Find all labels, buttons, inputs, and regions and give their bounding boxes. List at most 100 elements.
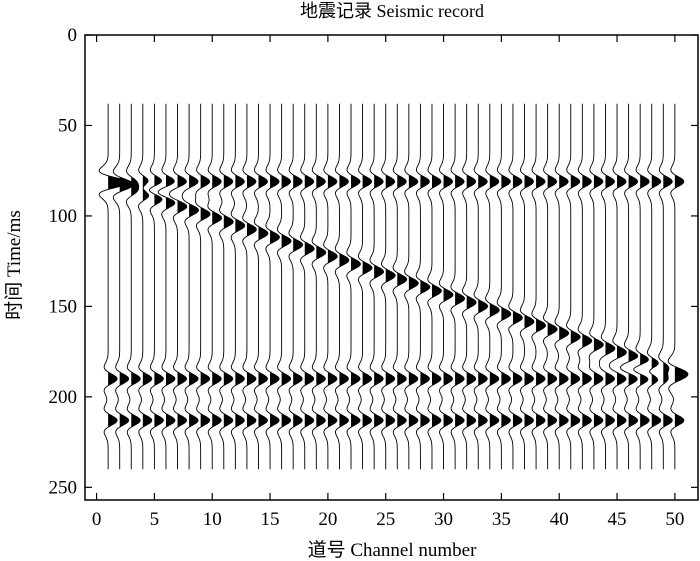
- trace-line: [334, 103, 350, 470]
- trace-line: [473, 103, 489, 470]
- trace-line: [168, 103, 188, 470]
- trace-line: [519, 103, 535, 470]
- trace-fill: [512, 103, 523, 470]
- trace-fill: [165, 103, 175, 470]
- chart-title: 地震记录 Seismic record: [300, 1, 484, 21]
- trace-fill: [443, 103, 453, 470]
- trace-line: [242, 103, 257, 470]
- trace-line: [542, 103, 558, 470]
- trace-fill: [397, 103, 407, 470]
- trace-fill: [212, 103, 222, 470]
- x-tick-label: 5: [150, 509, 160, 530]
- trace-line: [98, 103, 129, 470]
- trace-fill: [455, 103, 465, 470]
- trace-fill: [663, 103, 673, 470]
- trace-fill: [177, 103, 187, 470]
- trace-fill: [524, 103, 534, 470]
- trace-line: [667, 103, 689, 470]
- trace-fill: [408, 103, 419, 470]
- trace-fill: [108, 103, 129, 470]
- trace-line: [392, 103, 408, 470]
- trace-line: [531, 103, 546, 470]
- y-tick-label: 0: [68, 25, 78, 46]
- trace-fill: [466, 103, 477, 470]
- trace-line: [125, 103, 141, 470]
- trace-fill: [154, 103, 164, 470]
- trace-fill: [570, 103, 581, 470]
- trace-fill: [339, 103, 349, 470]
- trace-fill: [536, 103, 546, 470]
- trace-line: [462, 103, 477, 470]
- trace-fill: [351, 103, 361, 470]
- trace-line: [598, 103, 616, 470]
- trace-line: [485, 103, 500, 470]
- trace-fill: [223, 103, 234, 470]
- trace-line: [438, 103, 454, 470]
- trace-fill: [431, 103, 442, 470]
- trace-line: [207, 103, 223, 470]
- trace-fill: [385, 103, 396, 470]
- x-tick-label: 45: [608, 509, 627, 530]
- trace-fill: [258, 103, 268, 470]
- y-axis-label: 时间 Time/ms: [3, 210, 25, 320]
- x-axis: 0 5 10 15 20 25 30 35 40 45 50: [92, 35, 684, 530]
- trace-line: [195, 103, 211, 470]
- trace-fill: [362, 103, 372, 470]
- trace-line: [450, 103, 465, 470]
- trace-fill: [628, 103, 638, 470]
- x-tick-label: 0: [92, 509, 102, 530]
- trace-fill: [489, 103, 500, 470]
- trace-fill: [547, 103, 558, 470]
- x-tick-label: 50: [665, 509, 684, 530]
- trace-line: [633, 103, 650, 470]
- trace-line: [357, 103, 373, 470]
- trace-line: [427, 103, 442, 470]
- trace-line: [288, 103, 304, 470]
- trace-fill: [478, 103, 488, 470]
- trace-line: [311, 103, 327, 470]
- y-tick-label: 100: [49, 206, 78, 227]
- trace-fill: [316, 103, 326, 470]
- trace-line: [588, 103, 604, 470]
- trace-fill: [593, 103, 604, 470]
- trace-line: [346, 103, 361, 470]
- trace-line: [566, 103, 581, 470]
- y-axis: 0 50 100 150 200 250: [49, 25, 698, 498]
- trace-line: [415, 103, 431, 470]
- trace-fill: [605, 103, 615, 470]
- trace-fill: [374, 103, 384, 470]
- trace-line: [404, 103, 419, 470]
- trace-line: [157, 103, 176, 470]
- trace-fill: [501, 103, 511, 470]
- trace-fill: [235, 103, 245, 470]
- trace-line: [369, 103, 385, 470]
- trace-fill: [651, 103, 661, 470]
- x-tick-label: 30: [434, 509, 453, 530]
- x-tick-label: 20: [318, 509, 337, 530]
- trace-fill: [582, 103, 592, 470]
- trace-fill: [293, 103, 303, 470]
- x-tick-label: 40: [550, 509, 569, 530]
- trace-line: [265, 103, 280, 470]
- trace-fill: [270, 103, 280, 470]
- trace-line: [608, 103, 627, 470]
- y-tick-label: 50: [58, 115, 77, 136]
- trace-line: [219, 103, 234, 470]
- x-tick-label: 10: [203, 509, 222, 530]
- trace-line: [300, 103, 315, 470]
- trace-line: [554, 103, 570, 470]
- trace-line: [230, 103, 246, 470]
- x-tick-label: 35: [492, 509, 511, 530]
- trace-fill: [304, 103, 315, 470]
- trace-line: [149, 103, 164, 470]
- trace-fill: [281, 103, 292, 470]
- trace-line: [577, 103, 593, 470]
- trace-fill: [119, 103, 134, 470]
- trace-line: [323, 103, 338, 470]
- trace-line: [181, 103, 199, 470]
- trace-line: [620, 103, 639, 470]
- trace-fill: [559, 103, 569, 470]
- trace-fill: [327, 103, 338, 470]
- trace-line: [647, 103, 662, 470]
